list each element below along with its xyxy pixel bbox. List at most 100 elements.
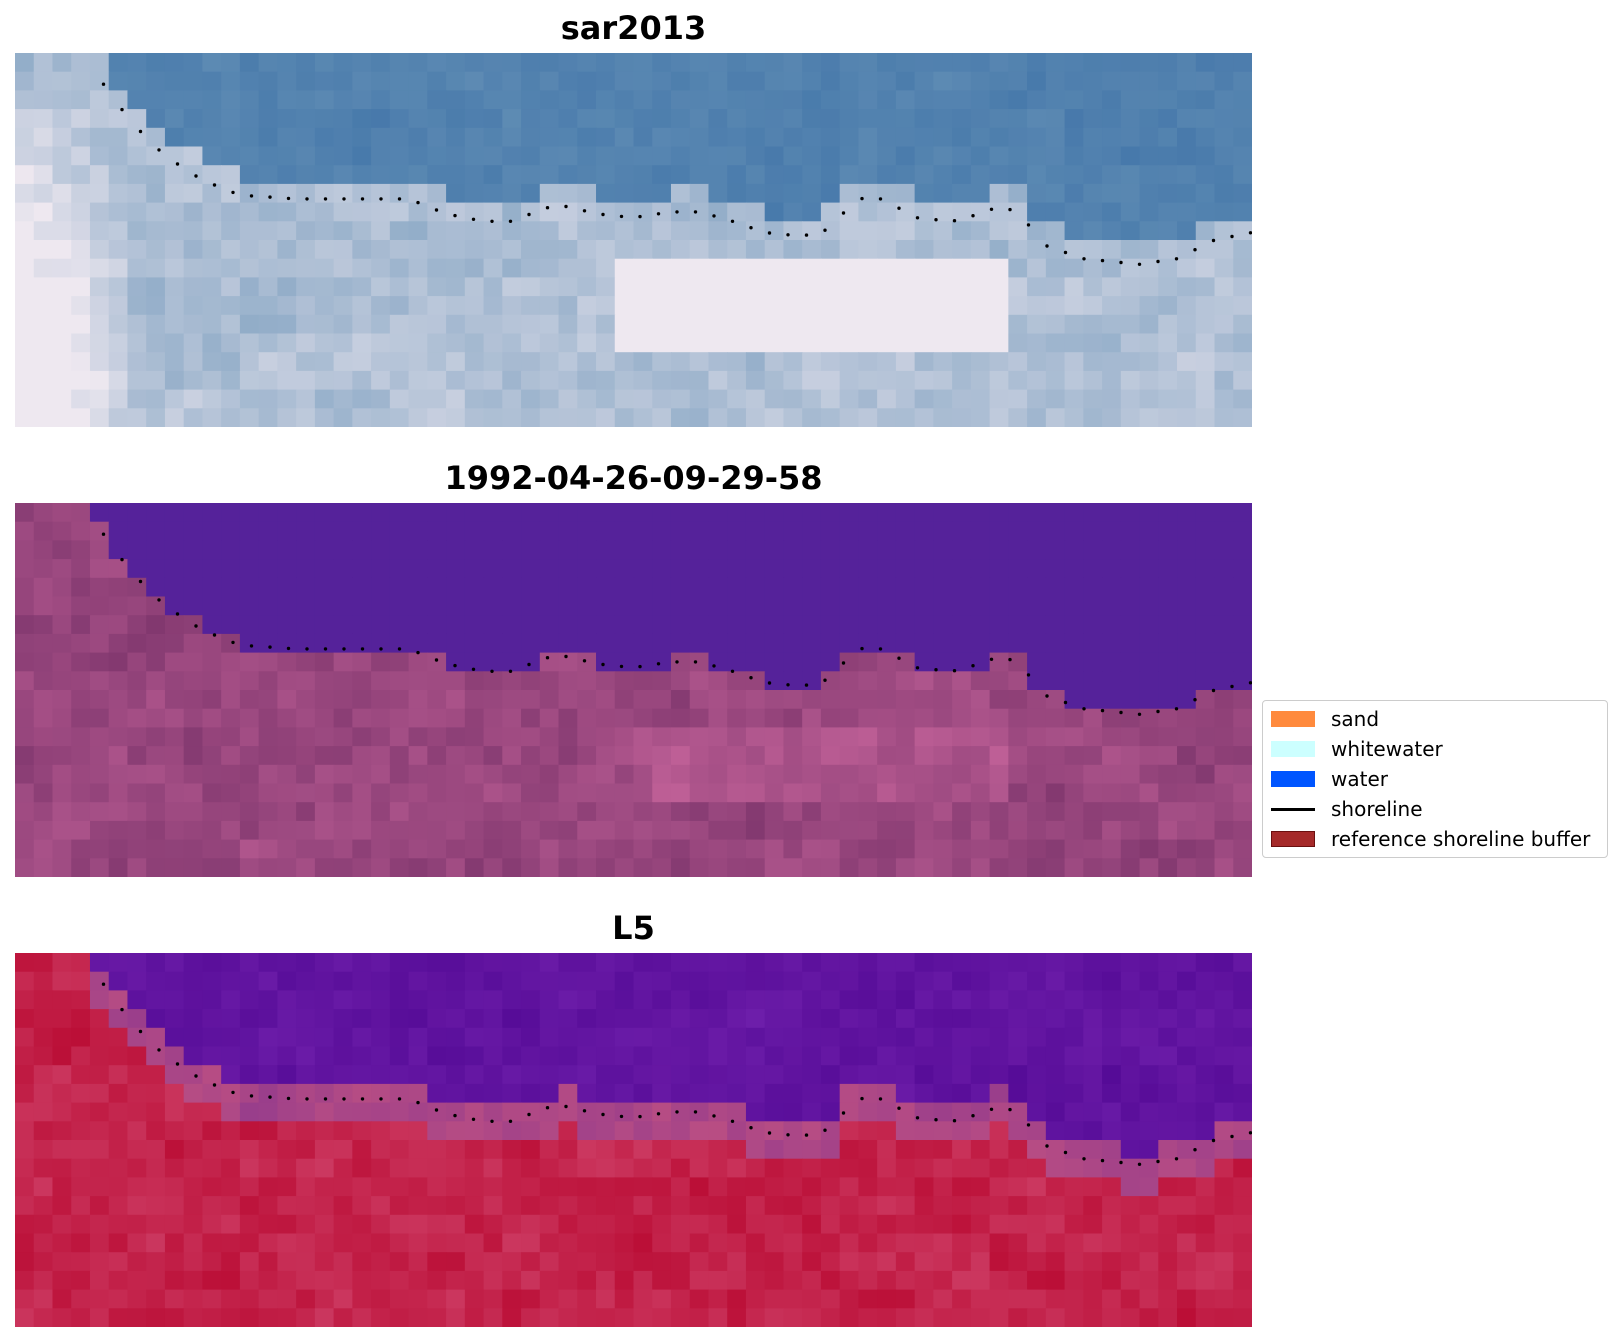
pixel [108,615,129,635]
pixel [296,577,316,598]
pixel [1158,652,1178,672]
pixel [389,165,410,185]
pixel [483,521,503,541]
pixel [1102,1140,1122,1160]
pixel [539,1214,560,1235]
pixel [1008,389,1028,409]
pixel [1139,1196,1159,1216]
shoreline-dot [767,231,772,235]
pixel [633,1177,653,1197]
pixel [146,258,166,278]
pixel [708,352,728,372]
pixel [127,352,147,372]
shoreline-dot [1026,673,1031,677]
pixel [1214,1308,1234,1327]
pixel [296,146,316,166]
pixel [1214,521,1234,541]
pixel [277,652,297,672]
pixel [895,521,916,541]
pixel [502,858,522,877]
pixel [914,183,934,204]
pixel [352,333,372,353]
pixel [277,90,297,110]
pixel [164,1233,185,1253]
pixel [239,671,260,691]
pixel [71,1083,91,1104]
pixel [371,202,391,222]
pixel [877,165,897,185]
pixel [464,1140,485,1160]
pixel [352,183,372,204]
pixel [558,240,578,260]
pixel [521,1009,541,1029]
pixel [596,1027,616,1048]
pixel [314,727,335,747]
pixel [1120,258,1141,278]
pixel [727,221,747,241]
pixel [127,202,147,222]
pixel [802,183,822,204]
pixel [202,165,222,185]
pixel [521,577,541,598]
pixel [352,1083,372,1104]
pixel [15,615,35,635]
pixel [839,109,860,129]
shoreline-dot [989,1107,994,1111]
pixel [783,352,803,372]
pixel [764,53,785,73]
pixel [239,1065,260,1085]
pixel [877,370,897,391]
pixel [352,727,372,747]
pixel [389,389,410,409]
pixel [539,708,560,728]
pixel [296,296,316,316]
pixel [1102,615,1122,635]
pixel [1027,1102,1047,1122]
pixel [52,764,72,785]
pixel [146,53,166,73]
pixel [314,971,335,991]
pixel [1045,540,1066,560]
pixel [108,540,129,560]
pixel [596,127,616,148]
pixel [371,1214,391,1235]
pixel [708,71,728,91]
pixel [1233,53,1252,73]
pixel [89,165,110,185]
pixel [183,953,204,973]
pixel [970,1233,991,1253]
pixel [427,953,447,973]
pixel [558,333,578,353]
pixel [314,1214,335,1235]
pixel [239,1177,260,1197]
pixel [164,577,185,598]
pixel [933,521,953,541]
pixel [952,1009,972,1029]
shoreline-dot [971,664,975,668]
shoreline-dot [952,669,957,673]
pixel [596,240,616,260]
pixel [127,708,147,728]
shoreline-dot [934,1118,938,1122]
shoreline-dot [1211,238,1216,243]
pixel [764,202,785,222]
pixel [877,820,897,841]
pixel [33,333,54,353]
pixel [839,596,860,616]
pixel [33,727,54,747]
pixel [296,127,316,148]
shoreline-dot [416,200,420,205]
pixel [71,90,91,110]
pixel [164,146,185,166]
pixel [989,521,1009,541]
pixel [1008,240,1028,260]
pixel [239,90,260,110]
pixel [596,990,616,1010]
pixel [296,503,316,523]
shoreline-dot [1174,1157,1179,1161]
pixel [221,389,241,409]
pixel [1102,521,1122,541]
pixel [745,277,766,297]
pixel [202,971,222,991]
pixel [689,202,710,222]
